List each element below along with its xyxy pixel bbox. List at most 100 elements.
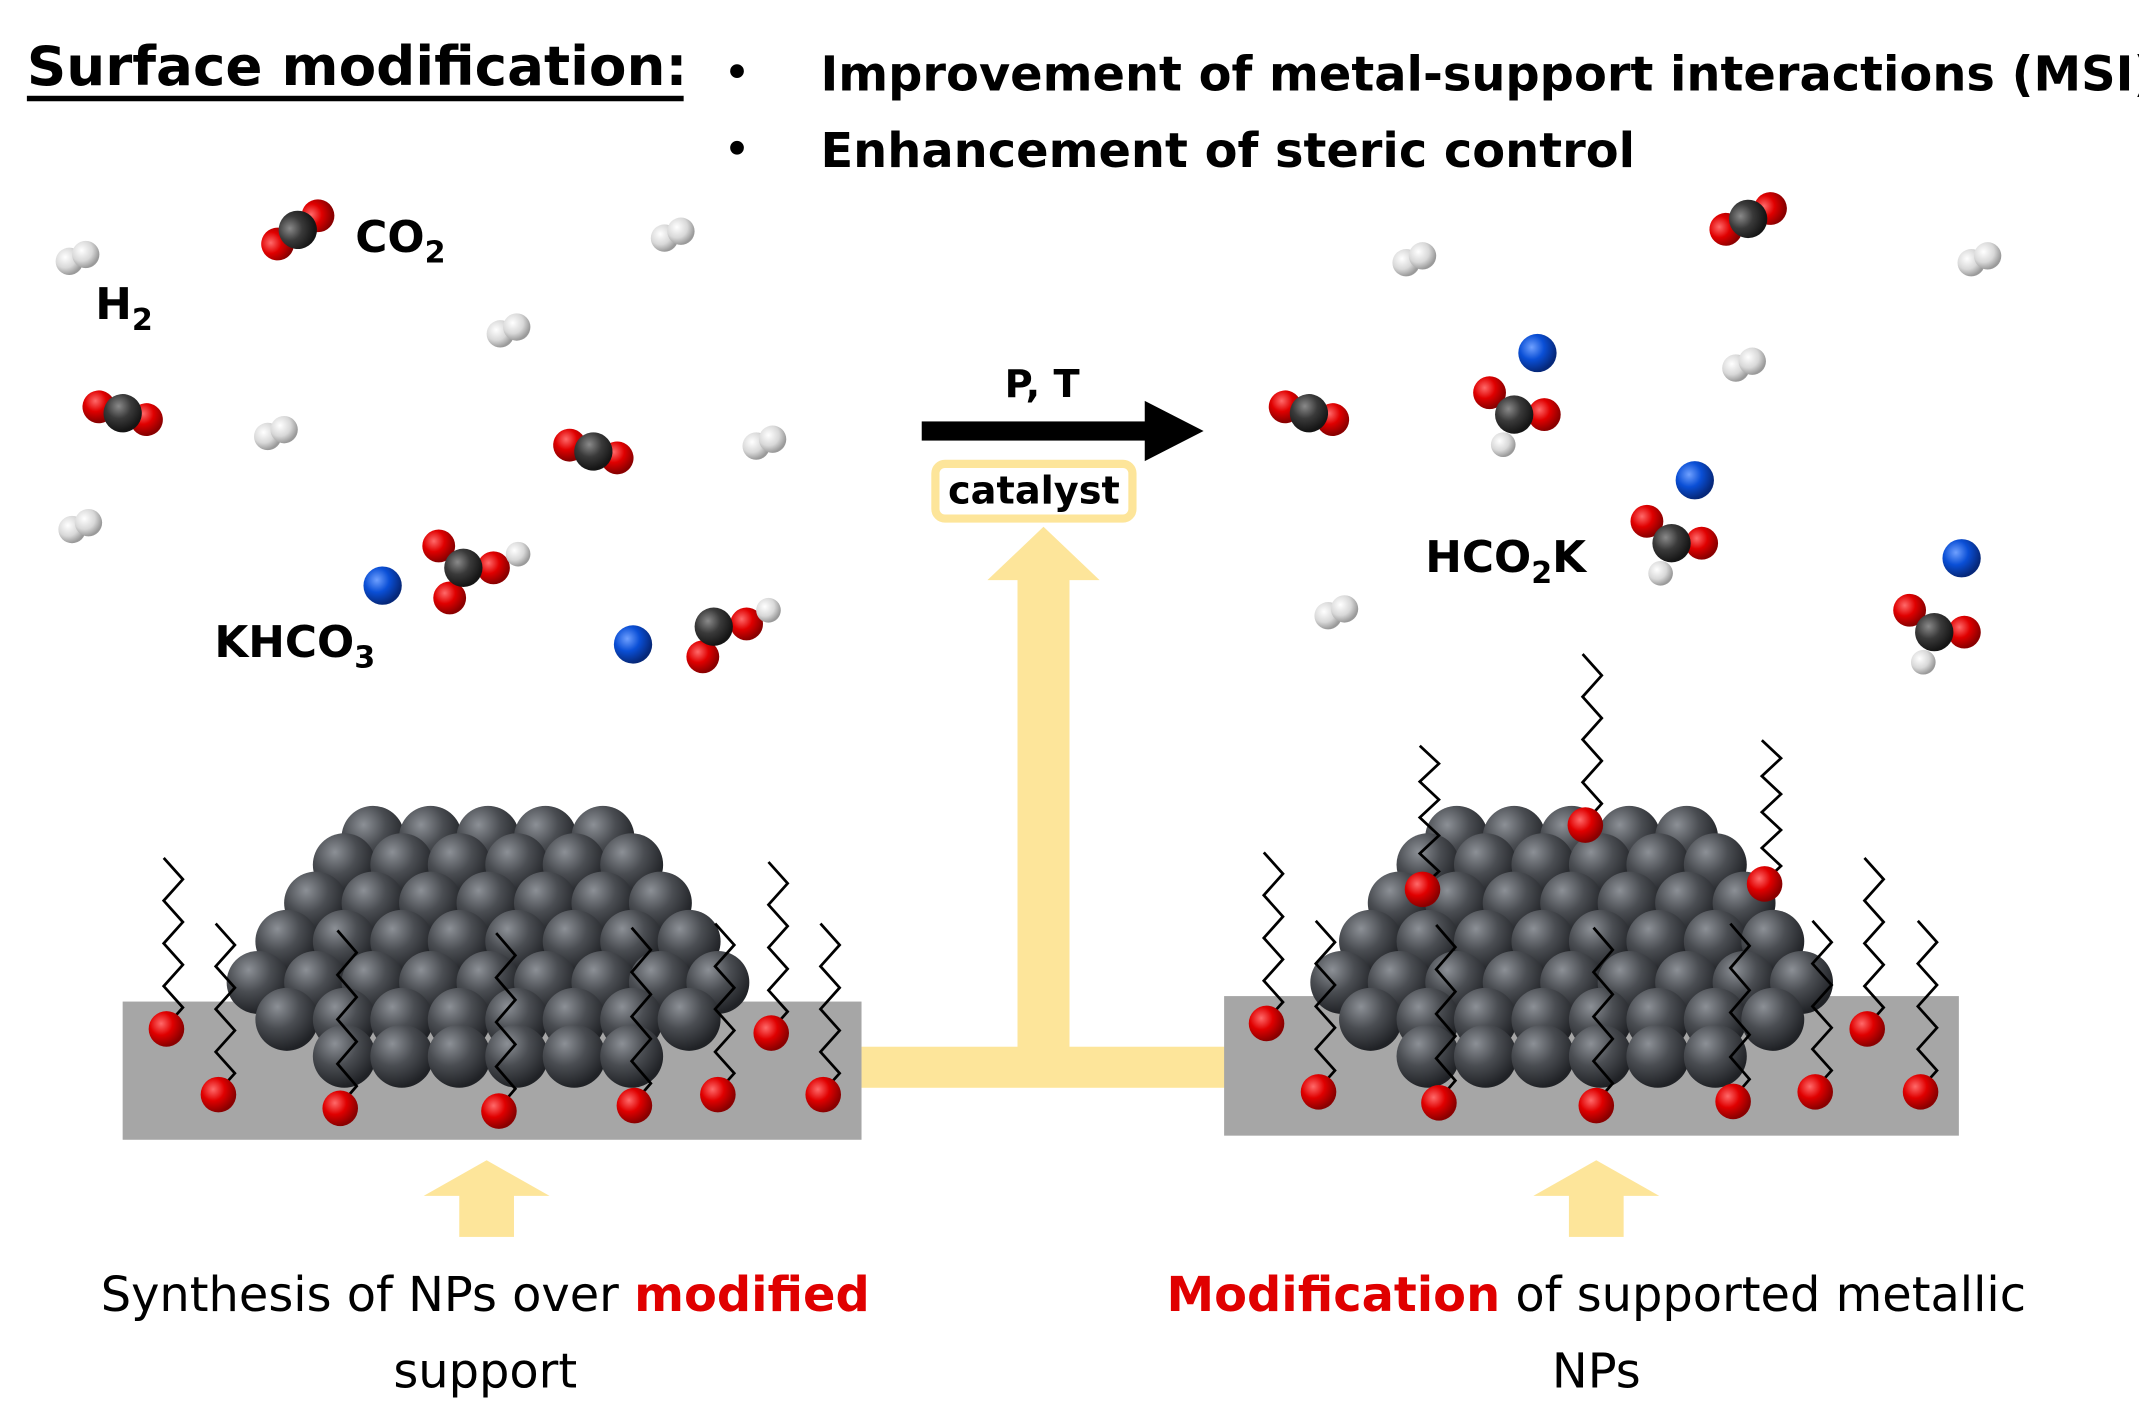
metal-atom [1626, 1024, 1690, 1088]
hydrogen-atom [1648, 560, 1673, 586]
carbon-atom [278, 210, 317, 250]
h2-label: H2 [95, 279, 153, 338]
alkyl-chain [213, 922, 237, 1096]
left-caption-line1: Synthesis of NPs over modified [101, 1268, 870, 1323]
oxygen-atom [1527, 398, 1561, 432]
metal-atom [1396, 1024, 1460, 1088]
metal-atom [1683, 1024, 1747, 1088]
hydrogen-atom [1973, 242, 2002, 270]
potassium-ion [1675, 461, 1714, 500]
ligand-chain [1421, 924, 1458, 1121]
alkyl-chain [766, 861, 790, 1034]
anchor-oxygen-atom [322, 1090, 358, 1127]
anchor-oxygen-atom [1849, 1011, 1885, 1047]
anchor-oxygen-atom [481, 1093, 517, 1129]
catalyst-box [931, 459, 1137, 523]
carbon-atom [103, 394, 142, 433]
anchor-oxygen-atom [1578, 1087, 1615, 1124]
alkyl-chain [1591, 926, 1615, 1107]
metal-nanoparticle [1310, 805, 1833, 1088]
potassium-atom [613, 625, 653, 664]
co2-h-molecule [686, 597, 781, 674]
oxygen-atom [477, 551, 510, 585]
ligand-chains [148, 653, 1939, 1129]
nanoparticle-clusters [226, 805, 1833, 1088]
ligand-chain [148, 856, 185, 1047]
metal-atom [657, 987, 721, 1051]
alkyl-chain [1313, 919, 1337, 1093]
ligand-chain [1746, 739, 1784, 902]
carbon-atom [1289, 394, 1329, 433]
ligand-chain [1578, 926, 1615, 1124]
oxygen-atom [422, 529, 456, 563]
khco3-label: KHCO3 [214, 617, 375, 676]
left-caption-line2: support [393, 1344, 577, 1399]
metal-atom [427, 1024, 491, 1088]
metal-atom [1339, 987, 1402, 1051]
ligand-chain [1567, 653, 1604, 843]
potassium-ion [613, 625, 653, 664]
hydrogen-atom [1330, 595, 1359, 623]
alkyl-chain [1261, 851, 1285, 1025]
anchor-oxygen-atom [1421, 1085, 1457, 1121]
title-underline [26, 95, 684, 102]
carbon-atom [1495, 395, 1534, 434]
metal-atom [255, 987, 319, 1051]
h2-molecule [486, 313, 531, 348]
h2-molecule [55, 240, 100, 276]
ligand-chain [1248, 851, 1285, 1042]
hydrogen-atom [1738, 347, 1766, 375]
potassium-atom [363, 566, 402, 605]
oxygen-atom [730, 607, 764, 641]
anchor-oxygen-atom [1797, 1074, 1833, 1110]
co2-molecule [261, 199, 335, 261]
oxygen-atom [433, 581, 467, 615]
ligand-chain [1797, 919, 1834, 1110]
h2-molecule [1314, 595, 1359, 630]
ligand-chain [481, 932, 518, 1129]
yellow-flow-arrows [423, 526, 1660, 1237]
oxygen-atom [1947, 615, 1981, 649]
anchor-oxygen-atom [700, 1076, 736, 1113]
right-caption-line1: Modification of supported metallic [1167, 1268, 2027, 1323]
h2-molecule [1957, 242, 2002, 277]
alkyl-chain [1915, 919, 1939, 1093]
ligand-chain [322, 929, 359, 1127]
ligand-chain [700, 922, 737, 1113]
co2-molecule [1268, 390, 1350, 437]
carbon-atom [444, 548, 483, 587]
hydrogen-atom [667, 217, 695, 245]
bullet-icon [730, 140, 744, 155]
carbon-atom [1652, 524, 1691, 563]
bullet-text-2: Enhancement of steric control [820, 124, 1635, 179]
alkyl-chain [1434, 924, 1458, 1104]
oxygen-atom [686, 640, 720, 674]
header: Surface modification: Improvement of met… [26, 34, 2139, 179]
right-caption-line2: NPs [1552, 1344, 1641, 1399]
alkyl-chain [335, 929, 359, 1110]
metal-atom [1453, 1024, 1517, 1088]
anchor-oxygen-atom [1404, 871, 1441, 908]
potassium-ion [1942, 539, 1981, 578]
formate-molecule [1473, 376, 1561, 458]
anchor-oxygen-atom [753, 1015, 790, 1051]
alkyl-chain [713, 922, 737, 1096]
potassium-atom [1675, 461, 1714, 500]
oxygen-atom [1473, 376, 1506, 410]
anchor-oxygen-atom [148, 1011, 185, 1047]
carbon-atom [694, 607, 733, 646]
h2-molecule [650, 217, 695, 252]
metal-atom [370, 1024, 434, 1088]
h2-molecule [1722, 347, 1766, 382]
anchor-oxygen-atom [1567, 807, 1604, 843]
anchor-oxygen-atom [616, 1087, 653, 1124]
hydrogen-atom [503, 313, 531, 341]
formate-molecule [1630, 504, 1719, 586]
alkyl-chain [161, 856, 185, 1030]
h2-molecule [1392, 242, 1437, 277]
alkyl-chain [818, 922, 842, 1096]
hydrogen-atom [72, 240, 100, 269]
hydrogen-atom [758, 425, 787, 453]
oxygen-atom [1630, 504, 1664, 538]
